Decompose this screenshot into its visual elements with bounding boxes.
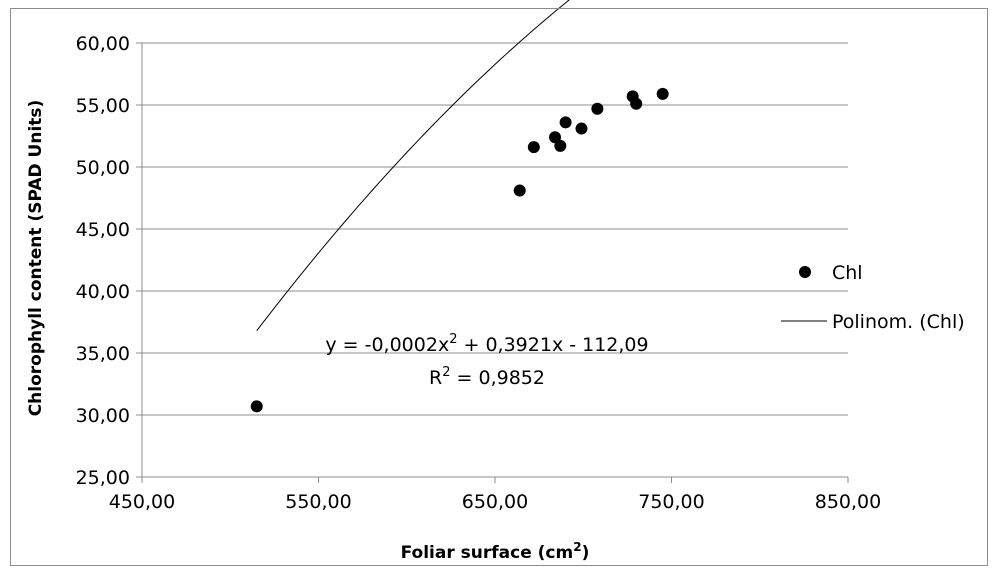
- data-point: [554, 139, 567, 152]
- trendline: [256, 0, 570, 332]
- x-tick-label: 450,00: [109, 491, 175, 513]
- data-point: [513, 184, 526, 197]
- legend-label-chl: Chl: [832, 262, 863, 284]
- data-point: [591, 102, 604, 115]
- data-point: [549, 131, 562, 144]
- legend-marker-chl: [799, 266, 811, 278]
- data-points: [250, 87, 669, 413]
- legend: Chl Polinom. (Chl): [781, 262, 965, 333]
- r-squared-superscript: 2: [442, 365, 450, 380]
- x-tick-label: 650,00: [462, 491, 528, 513]
- x-axis-title-end: ): [582, 543, 590, 563]
- data-point: [250, 400, 263, 413]
- gridlines: [142, 42, 848, 416]
- y-tick-label: 55,00: [76, 95, 130, 117]
- axes: 25,00 30,00 35,00 40,00 45,00 50,00 55,00 60,00…: [76, 33, 882, 513]
- data-point: [559, 116, 572, 129]
- y-tick-label: 45,00: [76, 219, 130, 241]
- trendline-layer: [256, 0, 570, 332]
- y-tick-label: 30,00: [76, 405, 130, 427]
- y-axis-title: Chlorophyll content (SPAD Units): [26, 100, 46, 417]
- equation-part-2: + 0,3921x - 112,09: [457, 334, 648, 356]
- r-squared-part-2: = 0,9852: [451, 367, 545, 389]
- x-tick-label: 850,00: [815, 491, 881, 513]
- r-squared-part-1: R: [429, 367, 442, 389]
- x-tick-label: 550,00: [285, 491, 351, 513]
- data-point: [656, 87, 669, 100]
- y-tick-label: 35,00: [76, 343, 130, 365]
- data-point: [527, 141, 540, 154]
- equation-part-1: y = -0,0002x: [325, 334, 449, 356]
- r-squared-label: R2 = 0,9852: [429, 365, 545, 389]
- data-point: [630, 97, 643, 110]
- y-tick-label: 40,00: [76, 281, 130, 303]
- y-tick-label: 60,00: [76, 33, 130, 55]
- x-tick-label: 750,00: [638, 491, 704, 513]
- legend-label-trendline: Polinom. (Chl): [832, 311, 965, 333]
- equation-superscript: 2: [449, 332, 457, 347]
- x-axis-title-main: Foliar surface (cm: [401, 543, 574, 563]
- trendline-equation: y = -0,0002x2 + 0,3921x - 112,09: [325, 332, 648, 356]
- chart-frame: [10, 8, 988, 566]
- x-axis-title-superscript: 2: [573, 540, 581, 554]
- x-axis-title: Foliar surface (cm2): [401, 540, 590, 563]
- y-tick-label: 25,00: [76, 467, 130, 489]
- y-tick-label: 50,00: [76, 157, 130, 179]
- data-point: [575, 122, 588, 135]
